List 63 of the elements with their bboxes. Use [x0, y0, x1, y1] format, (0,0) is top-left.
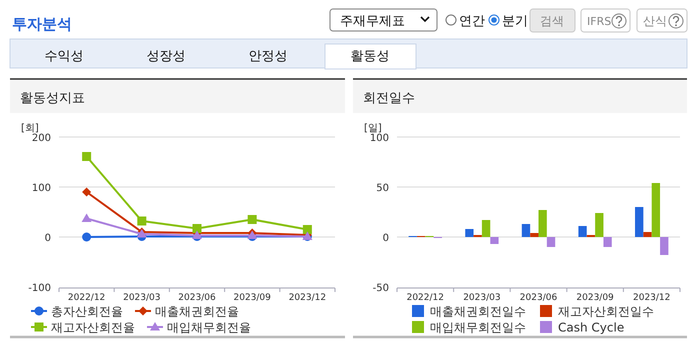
- legend-label: Cash Cycle: [558, 320, 624, 334]
- point: [82, 214, 92, 222]
- y-tick-label: -50: [372, 283, 389, 294]
- y-tick-label: -100: [28, 283, 51, 294]
- x-tick-label: 2023/06: [520, 293, 558, 303]
- bar: [652, 183, 660, 237]
- y-tick-label: 0: [44, 233, 51, 244]
- point: [192, 224, 202, 233]
- bar: [530, 233, 538, 237]
- legend-label: 매출채권회전율: [155, 304, 239, 318]
- bar: [546, 237, 556, 247]
- text: 투자분석: [12, 15, 72, 33]
- bar: [595, 213, 604, 237]
- x-tick-label: 2023/03: [123, 293, 160, 303]
- legend-label: 재고자산회전일수: [558, 304, 654, 318]
- x-tick-label: 2023/12: [288, 293, 326, 303]
- text: IFRS: [587, 15, 612, 28]
- y-tick-label: 0: [382, 233, 389, 244]
- y-tick-label: 200: [32, 133, 51, 144]
- bar: [643, 232, 652, 237]
- x-tick-label: 2023/06: [178, 293, 216, 303]
- legend-label: 매입채무회전일수: [430, 320, 526, 334]
- text: 안정성: [248, 49, 288, 64]
- legend-label: 매입채무회전율: [167, 320, 251, 334]
- point: [302, 225, 312, 234]
- bar: [538, 210, 547, 237]
- y-tick-label: 100: [370, 133, 389, 144]
- text: 활동성: [350, 49, 390, 64]
- point: [82, 232, 92, 242]
- y-tick-label: 100: [32, 183, 51, 194]
- legend-label: 총자산회전율: [51, 304, 123, 318]
- bar: [490, 237, 499, 244]
- legend-label: 재고자산회전율: [51, 320, 135, 334]
- point: [82, 152, 92, 161]
- point: [137, 216, 146, 226]
- x-tick-label: 2022/12: [68, 293, 106, 303]
- text: 검색: [540, 14, 564, 28]
- legend-label: 매출채권회전일수: [430, 304, 526, 318]
- bar: [660, 237, 668, 255]
- y-axis-title: [일]: [364, 123, 382, 134]
- bar: [522, 224, 530, 237]
- text: 산식: [643, 14, 667, 28]
- text: 연간: [459, 14, 485, 29]
- x-tick-label: 2023/03: [463, 293, 501, 303]
- chart-title: 활동성지표: [20, 91, 85, 106]
- chart-title: 회전일수: [363, 91, 415, 106]
- text: 분기: [502, 14, 528, 29]
- bar: [465, 229, 474, 237]
- y-tick-label: 50: [376, 183, 389, 194]
- bar: [482, 220, 490, 237]
- bar: [603, 237, 612, 247]
- y-axis-title: [회]: [21, 123, 39, 134]
- x-tick-label: 2023/09: [576, 293, 614, 303]
- x-tick-label: 2022/12: [406, 293, 444, 303]
- point: [248, 215, 257, 224]
- text: 성장성: [146, 49, 186, 64]
- bar: [635, 207, 644, 237]
- text: 주재무제표: [340, 14, 405, 29]
- x-tick-label: 2023/09: [234, 293, 272, 303]
- x-tick-label: 2023/12: [633, 293, 670, 303]
- text: 수익성: [44, 49, 84, 64]
- point: [82, 188, 92, 196]
- bar: [578, 226, 587, 237]
